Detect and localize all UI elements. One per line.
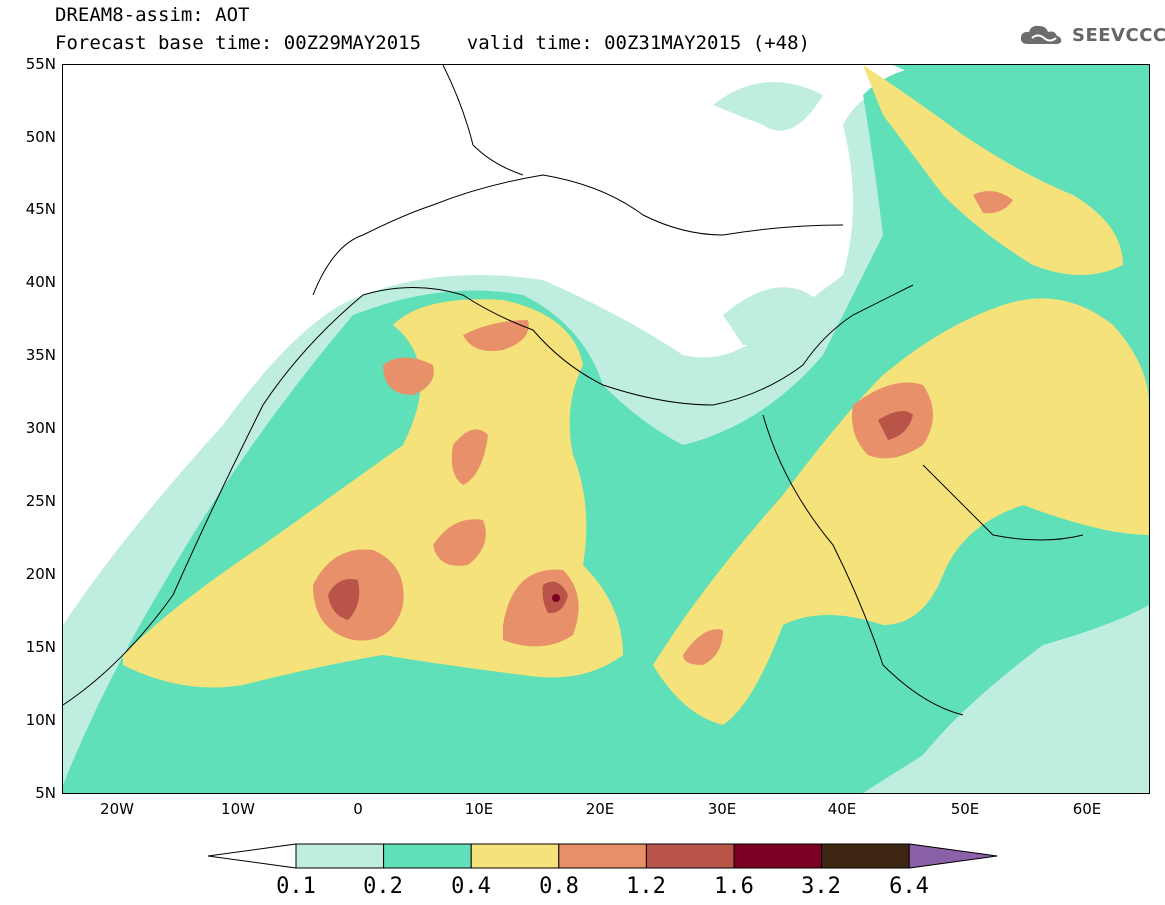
lat-label: 25N bbox=[25, 492, 56, 510]
cloud-logo-icon bbox=[1020, 25, 1062, 44]
aot-band-0.8f bbox=[451, 429, 488, 485]
lat-label: 50N bbox=[25, 128, 56, 146]
coastlines bbox=[63, 65, 1084, 716]
lat-label: 10N bbox=[25, 711, 56, 729]
lon-label: 10E bbox=[464, 800, 494, 818]
lon-label: 0 bbox=[353, 800, 363, 818]
aot-band-1.2c bbox=[878, 411, 913, 440]
logo-text: SEEVCCC bbox=[1072, 24, 1165, 46]
aot-band-0.1c bbox=[723, 287, 823, 345]
colorbar-label: 1.2 bbox=[626, 874, 666, 899]
chart-title: DREAM8-assim: AOT bbox=[55, 4, 250, 26]
aot-band-0.8c bbox=[433, 519, 486, 566]
aot-band-0.2b bbox=[893, 65, 1149, 225]
aot-band-1.2a bbox=[328, 579, 360, 620]
colorbar-label: 0.8 bbox=[539, 874, 579, 899]
aot-band-0.4 bbox=[123, 299, 623, 688]
lon-label: 50E bbox=[950, 800, 980, 818]
aot-band-0.8e bbox=[463, 320, 529, 351]
chart-subtitle: Forecast base time: 00Z29MAY2015 valid t… bbox=[55, 32, 810, 54]
aot-band-0.4c bbox=[863, 65, 1123, 275]
colorbar-label: 0.4 bbox=[451, 874, 491, 899]
lon-label: 20W bbox=[100, 800, 134, 818]
lon-label: 30E bbox=[707, 800, 737, 818]
colorbar-label: 3.2 bbox=[801, 874, 841, 899]
aot-band-0.4b bbox=[653, 298, 1149, 725]
colorbar-cell bbox=[733, 843, 823, 869]
colorbar-cell-low bbox=[207, 843, 297, 869]
lon-label: 40E bbox=[827, 800, 857, 818]
lon-label: 20E bbox=[585, 800, 615, 818]
aot-band-1.6 bbox=[552, 594, 560, 602]
lat-label: 40N bbox=[25, 273, 56, 291]
colorbar-cell bbox=[295, 843, 385, 869]
lon-label: 10W bbox=[221, 800, 255, 818]
lat-label: 30N bbox=[25, 419, 56, 437]
colorbar-cell bbox=[558, 843, 647, 869]
map-panel bbox=[62, 64, 1150, 794]
colorbar-cell bbox=[470, 843, 560, 869]
lat-label: 15N bbox=[25, 638, 56, 656]
aot-map bbox=[63, 65, 1149, 793]
colorbar-cell bbox=[645, 843, 735, 869]
colorbar-label: 0.1 bbox=[276, 874, 316, 899]
colorbar-label: 0.2 bbox=[363, 874, 403, 899]
colorbar-label: 1.6 bbox=[714, 874, 754, 899]
aot-band-0.8h bbox=[683, 629, 723, 665]
colorbar-cell bbox=[383, 843, 472, 869]
aot-band-0.8i bbox=[973, 191, 1013, 214]
lat-label: 55N bbox=[25, 55, 56, 73]
lon-label: 60E bbox=[1072, 800, 1102, 818]
colorbar-cell-high bbox=[908, 843, 998, 869]
aot-band-0.1b bbox=[713, 82, 823, 131]
lat-label: 20N bbox=[25, 565, 56, 583]
lat-label: 35N bbox=[25, 346, 56, 364]
logo: SEEVCCC bbox=[1018, 22, 1165, 48]
aot-band-0.8d bbox=[383, 357, 434, 395]
colorbar-cell bbox=[821, 843, 910, 869]
colorbar bbox=[207, 843, 998, 869]
lat-label: 5N bbox=[35, 784, 56, 802]
lat-label: 45N bbox=[25, 200, 56, 218]
colorbar-label: 6.4 bbox=[889, 874, 929, 899]
